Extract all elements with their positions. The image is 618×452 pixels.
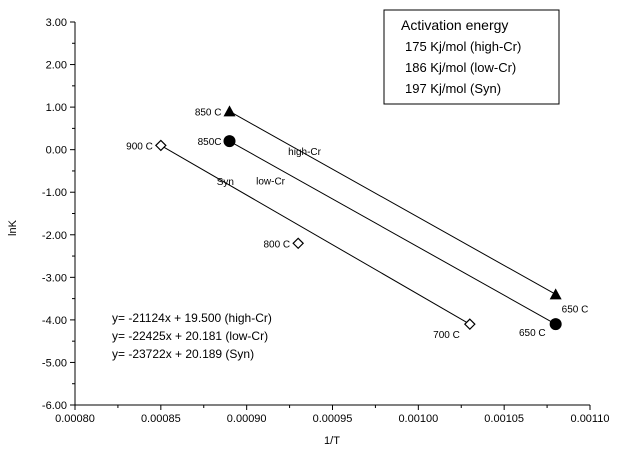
y-tick-label: -1.00 bbox=[42, 187, 67, 199]
y-axis-ticks: -6.00 -5.00 -4.00 -3.00 -2.00 -1.00 0.00 1.00 2.… bbox=[42, 17, 75, 412]
line-label-high-cr: high-Cr bbox=[288, 147, 321, 158]
point-label-syn-1: 800 C bbox=[263, 239, 290, 250]
y-tick-label: 1.00 bbox=[46, 102, 67, 114]
legend-title: Activation energy bbox=[401, 17, 508, 33]
y-tick-label: -6.00 bbox=[42, 400, 67, 412]
legend: Activation energy 175 Kj/mol (high-Cr) 1… bbox=[383, 9, 560, 105]
x-tick-label: 0.00090 bbox=[227, 413, 267, 425]
line-label-low-cr: low-Cr bbox=[256, 177, 286, 188]
equation-high-cr: y= -21124x + 19.500 (high-Cr) bbox=[112, 311, 272, 325]
x-tick-label: 0.00100 bbox=[398, 413, 438, 425]
point-high-cr-1 bbox=[549, 288, 562, 300]
equation-low-cr: y= -22425x + 20.181 (low-Cr) bbox=[112, 329, 268, 343]
fit-line-high-cr bbox=[229, 110, 556, 295]
point-high-cr-0 bbox=[223, 105, 236, 117]
point-low-cr-1 bbox=[549, 318, 562, 331]
x-tick-label: 0.00110 bbox=[571, 413, 610, 425]
y-tick-label: -2.00 bbox=[42, 230, 67, 242]
regression-equations: y= -21124x + 19.500 (high-Cr) y= -22425x… bbox=[112, 311, 272, 361]
y-tick-label: -3.00 bbox=[42, 272, 67, 284]
point-syn-1 bbox=[292, 237, 305, 250]
point-label-syn-0: 900 C bbox=[126, 141, 153, 152]
data-points bbox=[154, 105, 562, 331]
fit-line-syn bbox=[160, 144, 471, 325]
y-tick-label: -5.00 bbox=[42, 357, 67, 369]
fit-line-low-cr bbox=[229, 140, 556, 325]
point-label-high-cr-1: 650 C bbox=[562, 304, 589, 315]
point-label-high-cr-0: 850 C bbox=[195, 107, 222, 118]
y-tick-label: 0.00 bbox=[46, 145, 67, 157]
x-tick-label: 0.00085 bbox=[141, 413, 181, 425]
y-tick-label: 3.00 bbox=[46, 17, 67, 29]
x-axis-ticks: 0.00080 0.00085 0.00090 0.00095 0.00100 0.001… bbox=[55, 405, 609, 425]
y-tick-label: -4.00 bbox=[42, 315, 67, 327]
point-low-cr-0 bbox=[223, 135, 236, 148]
x-tick-label: 0.00105 bbox=[484, 413, 524, 425]
point-label-syn-2: 700 C bbox=[433, 330, 460, 341]
regression-lines: high-Cr low-Cr Syn bbox=[160, 110, 556, 325]
x-tick-label: 0.00095 bbox=[313, 413, 353, 425]
point-label-low-cr-1: 650 C bbox=[519, 328, 546, 339]
x-axis-title: 1/T bbox=[324, 435, 340, 447]
line-label-syn: Syn bbox=[217, 177, 234, 188]
point-syn-2 bbox=[463, 318, 476, 330]
equation-syn: y= -23722x + 20.189 (Syn) bbox=[112, 347, 254, 361]
legend-line-syn: 197 Kj/mol (Syn) bbox=[405, 81, 501, 96]
x-tick-label: 0.00080 bbox=[55, 413, 95, 425]
legend-line-high-cr: 175 Kj/mol (high-Cr) bbox=[405, 39, 521, 54]
point-label-low-cr-0: 850C bbox=[198, 137, 222, 148]
legend-box bbox=[383, 9, 560, 105]
legend-line-low-cr: 186 Kj/mol (low-Cr) bbox=[405, 60, 516, 75]
y-axis-title: lnK bbox=[7, 219, 19, 236]
point-labels: 850 C 650 C 850C 650 C 900 C 800 C 700 C bbox=[126, 107, 588, 341]
y-tick-label: 2.00 bbox=[46, 60, 67, 72]
point-syn-0 bbox=[154, 139, 167, 152]
